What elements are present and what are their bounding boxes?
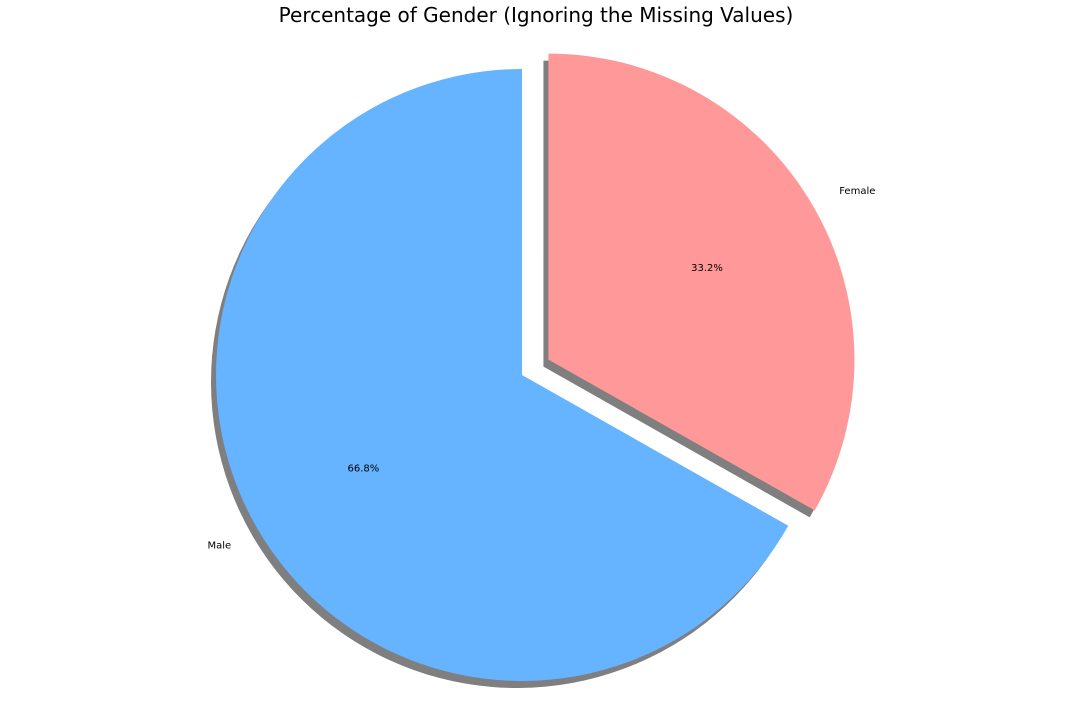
slice-female — [548, 53, 855, 511]
slice-label-female: Female — [839, 186, 875, 197]
pie-labels: Male 66.8% Female 33.2% — [208, 186, 876, 551]
chart-title: Percentage of Gender (Ignoring the Missi… — [279, 3, 794, 27]
slice-male — [216, 69, 789, 681]
pie-slices — [216, 53, 855, 681]
slice-label-male: Male — [208, 541, 232, 552]
percent-label-female: 33.2% — [691, 263, 723, 274]
percent-label-male: 66.8% — [347, 463, 379, 474]
